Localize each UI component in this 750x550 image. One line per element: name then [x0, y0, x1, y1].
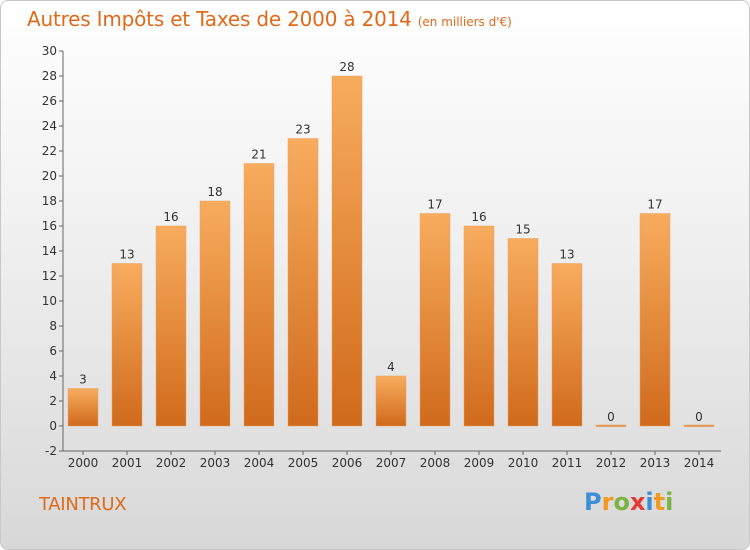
x-tick-label-2004: 2004	[244, 456, 275, 470]
bar-2010	[507, 238, 539, 427]
x-tick-label-2012: 2012	[596, 456, 627, 470]
y-tick-label: 16	[42, 219, 57, 233]
data-label-2006: 28	[339, 60, 354, 74]
y-tick-label: 30	[42, 44, 57, 58]
bar-2012	[595, 424, 627, 427]
logo-letter: t	[653, 488, 666, 516]
data-label-2004: 21	[251, 148, 266, 162]
y-tick-label: 12	[42, 269, 57, 283]
y-tick-label: 26	[42, 94, 57, 108]
data-label-2002: 16	[163, 210, 178, 224]
data-label-2011: 13	[559, 248, 574, 262]
place-name: TAINTRUX	[39, 494, 127, 515]
y-tick-label: 10	[42, 294, 57, 308]
logo-letter: x	[629, 488, 646, 516]
data-label-2009: 16	[471, 210, 486, 224]
data-label-2012: 0	[607, 410, 615, 424]
y-tick-label: 22	[42, 144, 57, 158]
y-tick-label: 0	[49, 419, 57, 433]
bar-2007	[375, 375, 407, 427]
x-tick-label-2007: 2007	[376, 456, 407, 470]
data-label-2000: 3	[79, 373, 87, 387]
logo-letter: r	[601, 488, 614, 516]
data-label-2010: 15	[515, 223, 530, 237]
data-label-2003: 18	[207, 185, 222, 199]
data-label-2008: 17	[427, 198, 442, 212]
bar-2009	[463, 225, 495, 427]
data-label-2014: 0	[695, 410, 703, 424]
bar-2006	[331, 75, 363, 427]
bar-2005	[287, 138, 319, 427]
bar-2003	[199, 200, 231, 427]
x-tick-label-2008: 2008	[420, 456, 451, 470]
logo-letter: i	[645, 488, 654, 516]
y-tick-label: 24	[42, 119, 57, 133]
x-tick-label-2001: 2001	[112, 456, 143, 470]
y-tick-label: -2	[45, 444, 57, 458]
logo-letter: P	[584, 488, 602, 516]
bar-2011	[551, 263, 583, 427]
bar-2001	[111, 263, 143, 427]
bar-2013	[639, 213, 671, 427]
y-tick-label: 6	[49, 344, 57, 358]
bar-2000	[67, 388, 99, 427]
x-tick-label-2006: 2006	[332, 456, 363, 470]
x-tick-label-2002: 2002	[156, 456, 187, 470]
x-tick-label-2014: 2014	[684, 456, 715, 470]
y-tick-label: 8	[49, 319, 57, 333]
x-tick-label-2010: 2010	[508, 456, 539, 470]
data-label-2013: 17	[647, 198, 662, 212]
y-tick-label: 18	[42, 194, 57, 208]
x-tick-label-2013: 2013	[640, 456, 671, 470]
y-tick-label: 2	[49, 394, 57, 408]
x-tick-label-2011: 2011	[552, 456, 583, 470]
chart-title: Autres Impôts et Taxes de 2000 à 2014	[27, 7, 412, 31]
bar-2014	[683, 424, 715, 427]
logo-letter: i	[665, 488, 674, 516]
y-tick-label: 4	[49, 369, 57, 383]
x-tick-label-2005: 2005	[288, 456, 319, 470]
data-label-2005: 23	[295, 123, 310, 137]
bar-2004	[243, 163, 275, 427]
y-tick-label: 20	[42, 169, 57, 183]
chart-subtitle: (en milliers d'€)	[417, 15, 512, 29]
data-label-2001: 13	[119, 248, 134, 262]
data-label-2007: 4	[387, 360, 395, 374]
bar-2002	[155, 225, 187, 427]
y-tick-label: 28	[42, 69, 57, 83]
proxiti-logo: Proxiti	[584, 488, 673, 516]
bar-2008	[419, 213, 451, 427]
x-tick-label-2003: 2003	[200, 456, 231, 470]
chart-title-block: Autres Impôts et Taxes de 2000 à 2014 (en…	[27, 7, 512, 31]
logo-letter: o	[613, 488, 630, 516]
y-tick-label: 14	[42, 244, 57, 258]
x-tick-label-2009: 2009	[464, 456, 495, 470]
x-tick-label-2000: 2000	[68, 456, 99, 470]
